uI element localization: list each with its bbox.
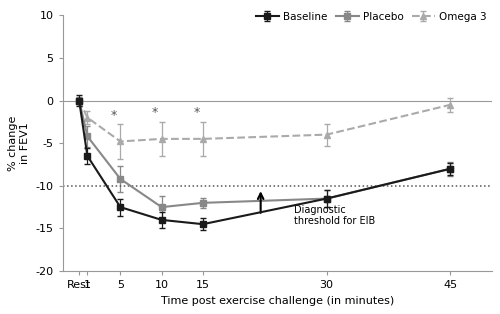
Text: *: * <box>110 109 117 122</box>
Y-axis label: % change
in FEV1: % change in FEV1 <box>8 116 30 171</box>
Legend: Baseline, Placebo, Omega 3: Baseline, Placebo, Omega 3 <box>252 8 490 26</box>
X-axis label: Time post exercise challenge (in minutes): Time post exercise challenge (in minutes… <box>160 296 394 306</box>
Text: *: * <box>193 106 200 119</box>
Text: Diagnostic
threshold for EIB: Diagnostic threshold for EIB <box>294 205 375 226</box>
Text: *: * <box>152 106 158 119</box>
